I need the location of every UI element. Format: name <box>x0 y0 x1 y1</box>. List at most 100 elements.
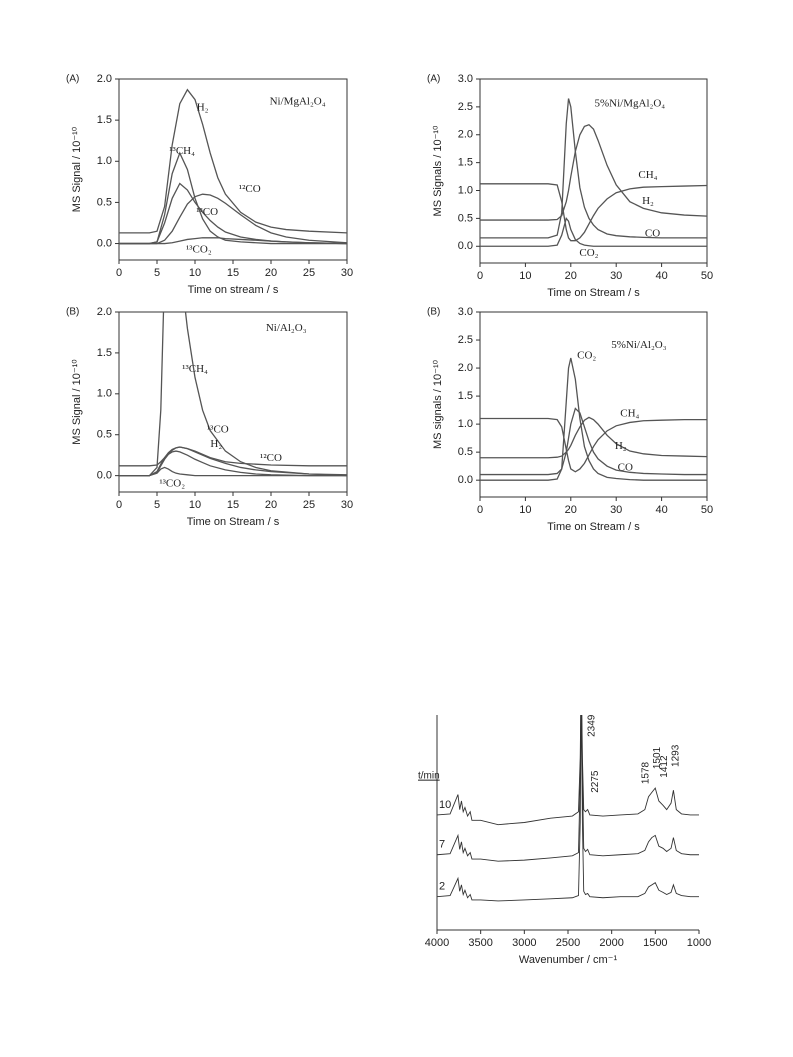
series-line <box>437 715 699 862</box>
y-tick-label: 2.0 <box>458 362 473 374</box>
series-label: ¹³CH₄ <box>182 363 208 375</box>
series-label: CO <box>645 228 660 240</box>
series-label: ¹³CO <box>196 206 218 218</box>
y-tick-label: 2.5 <box>458 101 473 113</box>
panel-label: (B) <box>66 307 79 318</box>
x-tick-label: 30 <box>610 504 622 516</box>
series-label: H₂ <box>642 195 654 207</box>
x-tick-label: 5 <box>154 499 160 511</box>
x-tick-label: 25 <box>303 267 315 279</box>
series-group <box>480 98 707 247</box>
series-line <box>480 98 707 239</box>
series-label: CO₂ <box>579 247 598 259</box>
series-line <box>480 407 707 476</box>
series-label: ¹³CH₄ <box>169 145 195 157</box>
x-tick-label: 1500 <box>643 937 667 949</box>
x-tick-label: 2500 <box>556 937 580 949</box>
plot-title: Ni/MgAl₂O₄ <box>270 96 326 108</box>
y-axis-label: MS signals / 10⁻¹⁰ <box>432 359 444 449</box>
x-axis-label: Time on Stream / s <box>547 287 640 299</box>
series-line <box>119 88 347 234</box>
plot-frame <box>479 311 708 498</box>
series-line <box>480 357 707 481</box>
x-tick-label: 0 <box>116 499 122 511</box>
y-tick-label: 0.0 <box>458 474 473 486</box>
series-label: H₂ <box>210 438 222 450</box>
series-line <box>119 446 347 467</box>
series-label: H₂ <box>197 101 209 113</box>
y-tick-label: 1.0 <box>458 418 473 430</box>
series-line <box>119 193 347 245</box>
y-axis-label: MS Signal / 10⁻¹⁰ <box>71 126 83 212</box>
series-label: CO₂ <box>577 349 596 361</box>
chart: 0 10 20 30 40 50 0.0 0.5 1.0 1.5 2.0 2.5 3.0 Time on … <box>427 73 713 299</box>
x-axis-label: Time on Stream / s <box>187 516 280 528</box>
x-tick-label: 0 <box>477 270 483 282</box>
peak-annotation: 1578 <box>640 761 651 784</box>
series-label: CO <box>618 461 633 473</box>
x-tick-label: 50 <box>701 504 713 516</box>
series-line <box>480 417 707 473</box>
x-tick-label: 5 <box>154 267 160 279</box>
x-tick-label: 30 <box>341 499 353 511</box>
y-tick-label: 0.5 <box>97 429 112 441</box>
peak-annotation: 2349 <box>587 714 598 737</box>
series-group <box>119 88 347 245</box>
chart: 0 5 10 15 20 25 30 0.0 0.5 1.0 1.5 2.0 Time on strea… <box>66 73 353 296</box>
series-line <box>480 183 707 242</box>
series-group <box>480 357 707 481</box>
x-tick-label: 20 <box>565 504 577 516</box>
y-tick-label: 2.0 <box>97 73 112 85</box>
plot-title: 5%Ni/Al₂O₃ <box>611 339 666 351</box>
series-group <box>119 312 347 477</box>
x-axis-label: Time on stream / s <box>188 284 279 296</box>
x-tick-label: 10 <box>519 270 531 282</box>
series-label: ¹²CO <box>260 452 282 464</box>
series-line <box>119 182 347 245</box>
x-tick-label: 10 <box>189 499 201 511</box>
y-tick-label: 1.0 <box>97 388 112 400</box>
x-tick-label: 25 <box>303 499 315 511</box>
y-tick-label: 3.0 <box>458 306 473 318</box>
y-tick-label: 3.0 <box>458 73 473 85</box>
series-label: ¹³CO <box>207 423 229 435</box>
chart: 0 10 20 30 40 50 0.0 0.5 1.0 1.5 2.0 2.5 3.0 Time on … <box>427 306 713 533</box>
x-tick-label: 3500 <box>468 937 492 949</box>
series-label: 7 <box>439 839 445 851</box>
series-label: ¹²CO <box>239 183 261 195</box>
y-tick-label: 2.0 <box>458 129 473 141</box>
chart: 4000 3500 3000 2500 2000 1500 1000 Wavenumber /… <box>418 714 711 966</box>
series-line <box>480 216 707 247</box>
y-tick-label: 0.5 <box>97 196 112 208</box>
y-tick-label: 1.5 <box>97 347 112 359</box>
series-line <box>437 715 699 826</box>
x-axis-label: Wavenumber / cm⁻¹ <box>519 954 618 966</box>
x-tick-label: 10 <box>519 504 531 516</box>
series-line <box>119 237 347 245</box>
series-line <box>119 151 347 245</box>
x-tick-label: 50 <box>701 270 713 282</box>
y-tick-label: 1.5 <box>97 114 112 126</box>
series-label: H₂ <box>615 440 627 452</box>
series-label: 10 <box>439 799 451 811</box>
y-axis-label: MS Signals / 10⁻¹⁰ <box>432 125 444 217</box>
series-label: ¹³CO₂ <box>186 244 212 256</box>
series-line <box>119 312 347 477</box>
series-label: CH₄ <box>620 408 639 420</box>
plot-frame <box>479 78 708 264</box>
series-line <box>480 416 707 459</box>
series-line <box>480 123 707 221</box>
panel-label: (A) <box>427 74 440 85</box>
x-tick-label: 1000 <box>687 937 711 949</box>
y-tick-label: 1.5 <box>458 157 473 169</box>
series-label: CH₄ <box>638 169 657 181</box>
x-tick-label: 10 <box>189 267 201 279</box>
y-tick-label: 1.5 <box>458 390 473 402</box>
x-axis-label: Time on Stream / s <box>547 521 640 533</box>
x-tick-label: 30 <box>341 267 353 279</box>
x-tick-label: 40 <box>655 504 667 516</box>
y-tick-label: 1.0 <box>458 184 473 196</box>
series-line <box>119 450 347 477</box>
x-tick-label: 20 <box>565 270 577 282</box>
